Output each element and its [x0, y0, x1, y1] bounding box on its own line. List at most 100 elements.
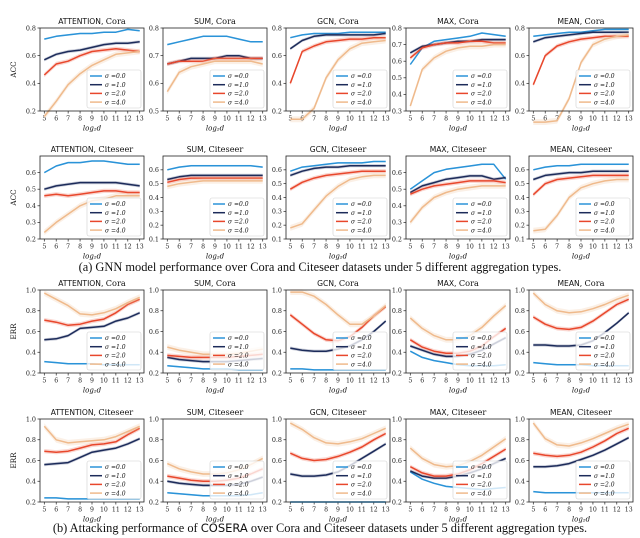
x-tick-label: 7 — [312, 507, 316, 514]
y-tick-label: 0.4 — [149, 478, 159, 486]
x-tick-label: 7 — [66, 244, 70, 251]
x-tick-label: 6 — [420, 116, 424, 123]
subplot-title: MAX, Citeseer — [430, 144, 487, 154]
x-axis-label: log₂d — [329, 125, 348, 133]
legend-label: σ =2.0 — [228, 91, 249, 98]
x-tick-label: 7 — [432, 378, 436, 385]
y-tick-label: 0.4 — [392, 91, 402, 99]
x-tick-label: 13 — [625, 507, 633, 514]
plot-frame — [405, 27, 511, 112]
y-tick-label: 0.2 — [149, 369, 159, 377]
x-tick-label: 12 — [613, 507, 621, 514]
caption-a: (a) GNN model performance over Cora and … — [78, 260, 562, 274]
x-axis-label: log₂d — [83, 253, 102, 261]
legend: σ =0.0 σ =1.0 σ =2.0σ =4.0 — [209, 331, 265, 371]
x-tick-label: 13 — [259, 244, 267, 251]
legend-label: σ =2.0 — [471, 353, 492, 360]
x-tick-label: 9 — [456, 507, 460, 514]
legend-label: σ =4.0 — [594, 99, 615, 106]
y-tick-label: 0.4 — [272, 478, 282, 486]
x-tick-label: 13 — [625, 378, 633, 385]
legend-label: σ =1.0 — [351, 344, 372, 351]
x-tick-label: 12 — [247, 378, 255, 385]
series-line-s4 — [290, 174, 386, 229]
x-tick-label: 10 — [223, 378, 231, 385]
y-tick-label: 0.5 — [515, 180, 525, 188]
series-band-s4 — [410, 183, 506, 226]
legend-label: σ =2.0 — [351, 91, 372, 98]
x-tick-label: 5 — [531, 244, 535, 251]
x-tick-label: 8 — [201, 116, 205, 123]
subplot-title-dataset: Citeseer — [208, 144, 243, 154]
x-tick-label: 7 — [555, 507, 559, 514]
legend: σ =0.0 σ =1.0 σ =2.0σ =4.0 — [86, 460, 142, 500]
x-tick-label: 13 — [625, 244, 633, 251]
legend-label: σ =4.0 — [105, 227, 126, 234]
x-tick-label: 7 — [312, 116, 316, 123]
legend-label: σ =1.0 — [594, 82, 615, 89]
legend-label: σ =1.0 — [105, 82, 126, 89]
series-line-s1 — [409, 38, 506, 54]
x-tick-label: 9 — [213, 378, 217, 385]
subplot-acc-max-cora: MAX, Cora 0.3 0.4 0.5 0.6 0.7 0.8 5 6 7 8 9 10 11 12 13… — [392, 16, 511, 133]
x-axis-label: log₂d — [329, 253, 348, 261]
legend-box — [209, 331, 265, 371]
x-tick-label: 10 — [223, 244, 231, 251]
legend-box — [209, 69, 265, 109]
y-tick-label: 0.2 — [272, 107, 282, 115]
legend-label: σ =4.0 — [594, 361, 615, 368]
y-tick-label: 0.4 — [515, 478, 525, 486]
y-tick-label: 0.2 — [272, 498, 282, 506]
x-tick-label: 9 — [336, 507, 340, 514]
x-tick-label: 7 — [66, 507, 70, 514]
y-tick-label: 0.6 — [515, 52, 525, 60]
series-band-s1 — [44, 311, 140, 342]
legend-label: σ =4.0 — [351, 227, 372, 234]
legend-label: σ =2.0 — [594, 353, 615, 360]
y-tick-label: 0.8 — [272, 24, 282, 32]
legend-label: σ =2.0 — [105, 482, 126, 489]
caption-b: (b) Attacking performance of COSERA over… — [0, 521, 640, 536]
subplot-title: SUM, Cora — [194, 16, 236, 26]
x-tick-label: 12 — [490, 507, 498, 514]
x-tick-label: 9 — [456, 378, 460, 385]
series-line-s4 — [533, 34, 629, 123]
y-tick-label: 0.6 — [392, 169, 402, 177]
series-line-s0 — [409, 163, 507, 190]
x-tick-label: 5 — [408, 244, 412, 251]
x-tick-label: 6 — [420, 507, 424, 514]
series-line-s1 — [533, 31, 629, 43]
y-tick-label: 0.6 — [149, 80, 159, 88]
series-line-s1 — [44, 181, 140, 190]
subplot-title: SUM, Cora — [194, 278, 236, 288]
y-tick-label: 0.3 — [515, 208, 525, 216]
x-tick-label: 5 — [408, 378, 412, 385]
x-tick-label: 12 — [124, 116, 132, 123]
x-tick-label: 6 — [420, 244, 424, 251]
legend: σ =0.0 σ =1.0 σ =2.0σ =4.0 — [575, 331, 631, 371]
legend-label: σ =2.0 — [351, 353, 372, 360]
legend-label: σ =1.0 — [228, 210, 249, 217]
x-axis-label: log₂d — [449, 125, 468, 133]
legend: σ =0.0 σ =1.0 σ =2.0σ =4.0 — [452, 331, 508, 371]
x-tick-label: 8 — [201, 378, 205, 385]
y-tick-label: 0.8 — [272, 307, 282, 315]
y-tick-label: 0.4 — [149, 194, 159, 202]
legend: σ =0.0 σ =1.0 σ =2.0σ =4.0 — [452, 69, 508, 109]
subplot-title-dataset: Cora — [585, 16, 605, 26]
x-tick-label: 13 — [259, 116, 267, 123]
series-line-s1 — [289, 32, 386, 50]
y-tick-label: 0.8 — [26, 436, 36, 444]
x-tick-label: 13 — [382, 378, 390, 385]
x-tick-label: 6 — [420, 378, 424, 385]
plot-frame — [285, 27, 391, 112]
y-tick-label: 0.2 — [272, 221, 282, 229]
subplot-err-sum-cora: SUM, Cora 0.2 0.4 0.6 0.8 1.0 5 6 7 8 9 10 11 12 13 log… — [149, 278, 268, 395]
x-tick-label: 6 — [543, 507, 547, 514]
x-tick-label: 12 — [490, 116, 498, 123]
series-line-s2 — [44, 190, 140, 197]
y-tick-label: 1.0 — [392, 415, 402, 423]
legend-label: σ =1.0 — [228, 344, 249, 351]
series-line-s0 — [533, 28, 629, 38]
y-tick-label: 1.0 — [149, 286, 159, 294]
